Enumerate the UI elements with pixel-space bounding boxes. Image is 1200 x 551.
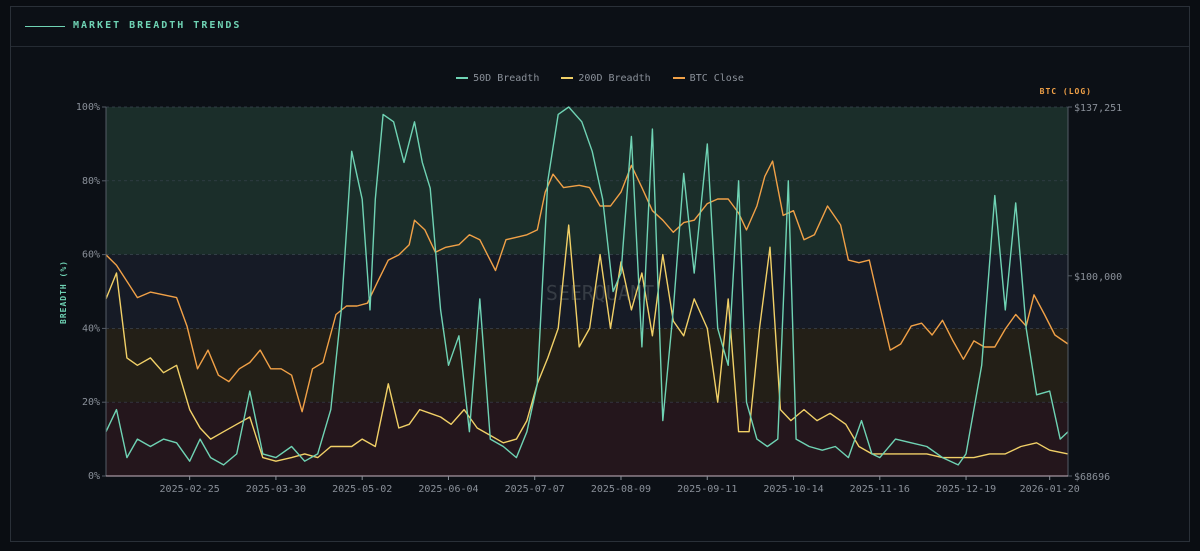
legend-label-200d: 200D Breadth	[578, 73, 651, 84]
left-tick-label: 100%	[76, 102, 100, 113]
left-tick-label: 60%	[82, 250, 100, 261]
series-line-btc-close	[105, 160, 1069, 413]
legend-label-50d: 50D Breadth	[473, 73, 540, 84]
left-tick-label: 20%	[82, 397, 100, 408]
zone-band-3	[106, 402, 1068, 476]
zone-band-2	[106, 328, 1068, 403]
chart-legend: 50D Breadth 200D Breadth BTC Close	[11, 73, 1189, 84]
series-line-50d-breadth	[105, 106, 1069, 466]
x-tick-label: 2025-12-19	[936, 484, 996, 495]
x-tick-label: 2025-07-07	[505, 484, 565, 495]
legend-swatch-200d	[561, 77, 574, 79]
left-tick-label: 0%	[88, 471, 100, 482]
x-tick-label: 2025-11-16	[850, 484, 910, 495]
right-tick-label: $100,000	[1074, 272, 1122, 283]
legend-swatch-50d	[456, 77, 469, 79]
panel-header: MARKET BREADTH TRENDS	[11, 7, 1189, 47]
x-tick-label: 2026-01-20	[1020, 484, 1080, 495]
x-tick-label: 2025-06-04	[418, 484, 478, 495]
x-tick-label: 2025-08-09	[591, 484, 651, 495]
x-tick-label: 2025-09-11	[677, 484, 737, 495]
x-tick-label: 2025-10-14	[763, 484, 823, 495]
legend-swatch-btc	[672, 77, 685, 79]
x-tick-label: 2025-02-25	[160, 484, 220, 495]
header-accent-line	[25, 26, 65, 27]
left-tick-label: 40%	[82, 323, 100, 334]
left-axis-label: BREADTH (%)	[59, 260, 68, 324]
legend-item-200d[interactable]: 200D Breadth	[561, 73, 651, 84]
legend-item-50d[interactable]: 50D Breadth	[456, 73, 539, 84]
x-tick-label: 2025-03-30	[246, 484, 306, 495]
x-tick-label: 2025-05-02	[332, 484, 392, 495]
right-tick-label: $137,251	[1074, 103, 1122, 114]
zone-band-1	[106, 254, 1068, 329]
right-axis-label: BTC (LOG)	[1040, 87, 1092, 96]
left-tick-label: 80%	[82, 176, 100, 187]
panel-title: MARKET BREADTH TRENDS	[73, 20, 242, 31]
legend-item-btc[interactable]: BTC Close	[672, 73, 744, 84]
right-tick-label: $68696	[1074, 472, 1110, 483]
legend-label-btc: BTC Close	[689, 73, 744, 84]
